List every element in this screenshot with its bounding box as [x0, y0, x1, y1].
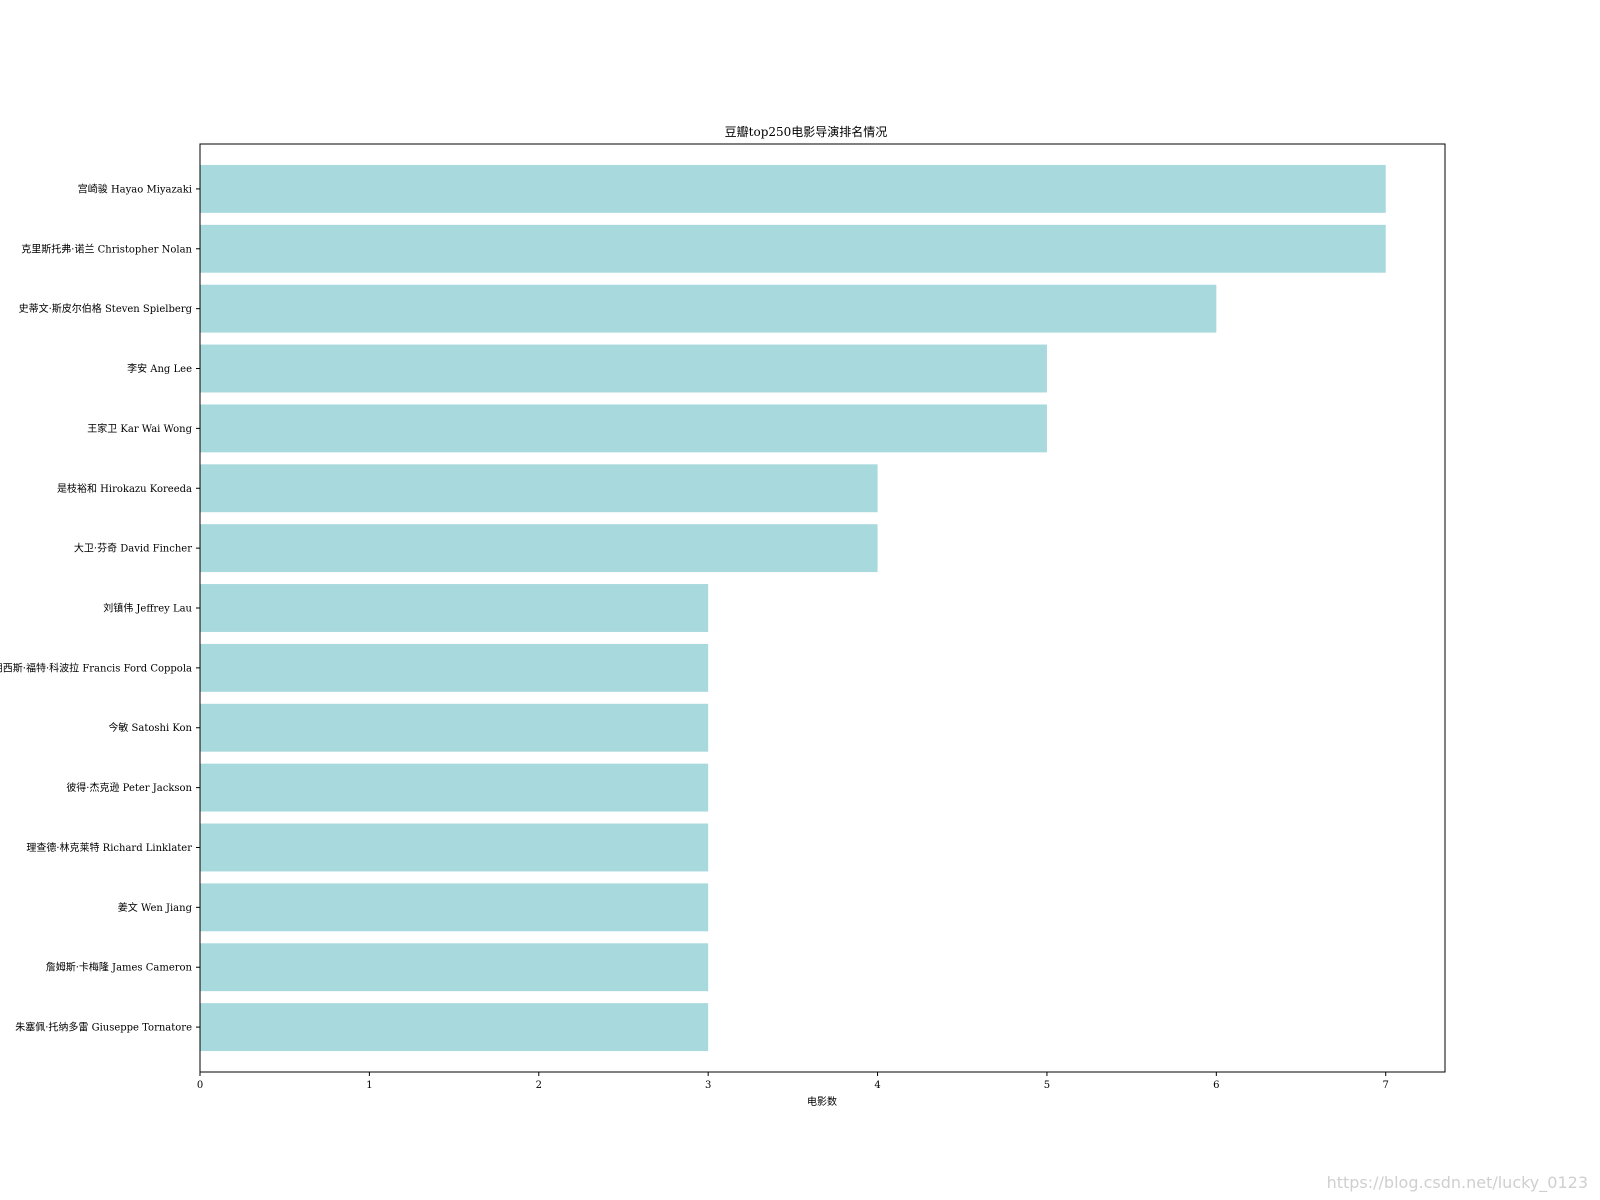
bar — [200, 883, 709, 932]
y-axis: 宫崎骏 Hayao Miyazaki 克里斯托弗·诺兰 Christopher N… — [0, 182, 200, 1034]
y-tick-label: 宫崎骏 Hayao Miyazaki — [78, 182, 192, 195]
y-tick-label: 姜文 Wen Jiang — [118, 901, 193, 914]
chart-title: 豆瓣top250电影导演排名情况 — [725, 124, 888, 139]
bar — [200, 943, 709, 992]
bar — [200, 344, 1047, 393]
y-tick-label: 彼得·杰克逊 Peter Jackson — [66, 781, 192, 794]
y-tick-label: 克里斯托弗·诺兰 Christopher Nolan — [21, 242, 192, 255]
bar — [200, 1003, 709, 1052]
y-tick-label: 刘镇伟 Jeffrey Lau — [103, 602, 192, 615]
x-tick-label: 4 — [874, 1080, 880, 1091]
x-tick-label: 6 — [1213, 1080, 1219, 1091]
bar — [200, 763, 709, 812]
y-tick-label: 王家卫 Kar Wai Wong — [87, 422, 192, 435]
bar — [200, 464, 878, 513]
x-axis: 0 1 2 3 4 5 6 7 — [197, 1072, 1389, 1091]
x-tick-label: 3 — [705, 1080, 711, 1091]
x-axis-label: 电影数 — [807, 1095, 837, 1108]
y-tick-label: 理查德·林克莱特 Richard Linklater — [26, 841, 192, 854]
bar — [200, 584, 709, 632]
bar — [200, 224, 1386, 273]
x-tick-label: 5 — [1044, 1080, 1050, 1091]
y-tick-label: 是枝裕和 Hirokazu Koreeda — [57, 482, 192, 495]
y-tick-label: 詹姆斯·卡梅隆 James Cameron — [46, 961, 193, 974]
bar — [200, 524, 878, 573]
bars-layer — [200, 164, 1386, 1052]
x-tick-label: 0 — [197, 1080, 203, 1091]
watermark-text: https://blog.csdn.net/lucky_0123 — [1326, 1173, 1588, 1192]
x-tick-label: 1 — [366, 1080, 372, 1091]
y-tick-label: 大卫·芬奇 David Fincher — [74, 542, 192, 555]
y-tick-label: 李安 Ang Lee — [127, 362, 192, 375]
bar — [200, 284, 1217, 333]
bar — [200, 643, 709, 692]
y-tick-label: 朱塞佩·托纳多雷 Giuseppe Tornatore — [15, 1021, 192, 1034]
x-tick-label: 2 — [536, 1080, 542, 1091]
plot-frame — [199, 143, 1446, 1073]
bar — [200, 703, 709, 752]
y-tick-label: 史蒂文·斯皮尔伯格 Steven Spielberg — [19, 302, 193, 315]
y-tick-label: 弗朗西斯·福特·科波拉 Francis Ford Coppola — [0, 661, 192, 674]
x-tick-label: 7 — [1383, 1080, 1389, 1091]
bar — [200, 164, 1386, 213]
bar — [200, 823, 709, 872]
y-tick-label: 今敏 Satoshi Kon — [108, 721, 192, 734]
bar — [200, 404, 1047, 453]
